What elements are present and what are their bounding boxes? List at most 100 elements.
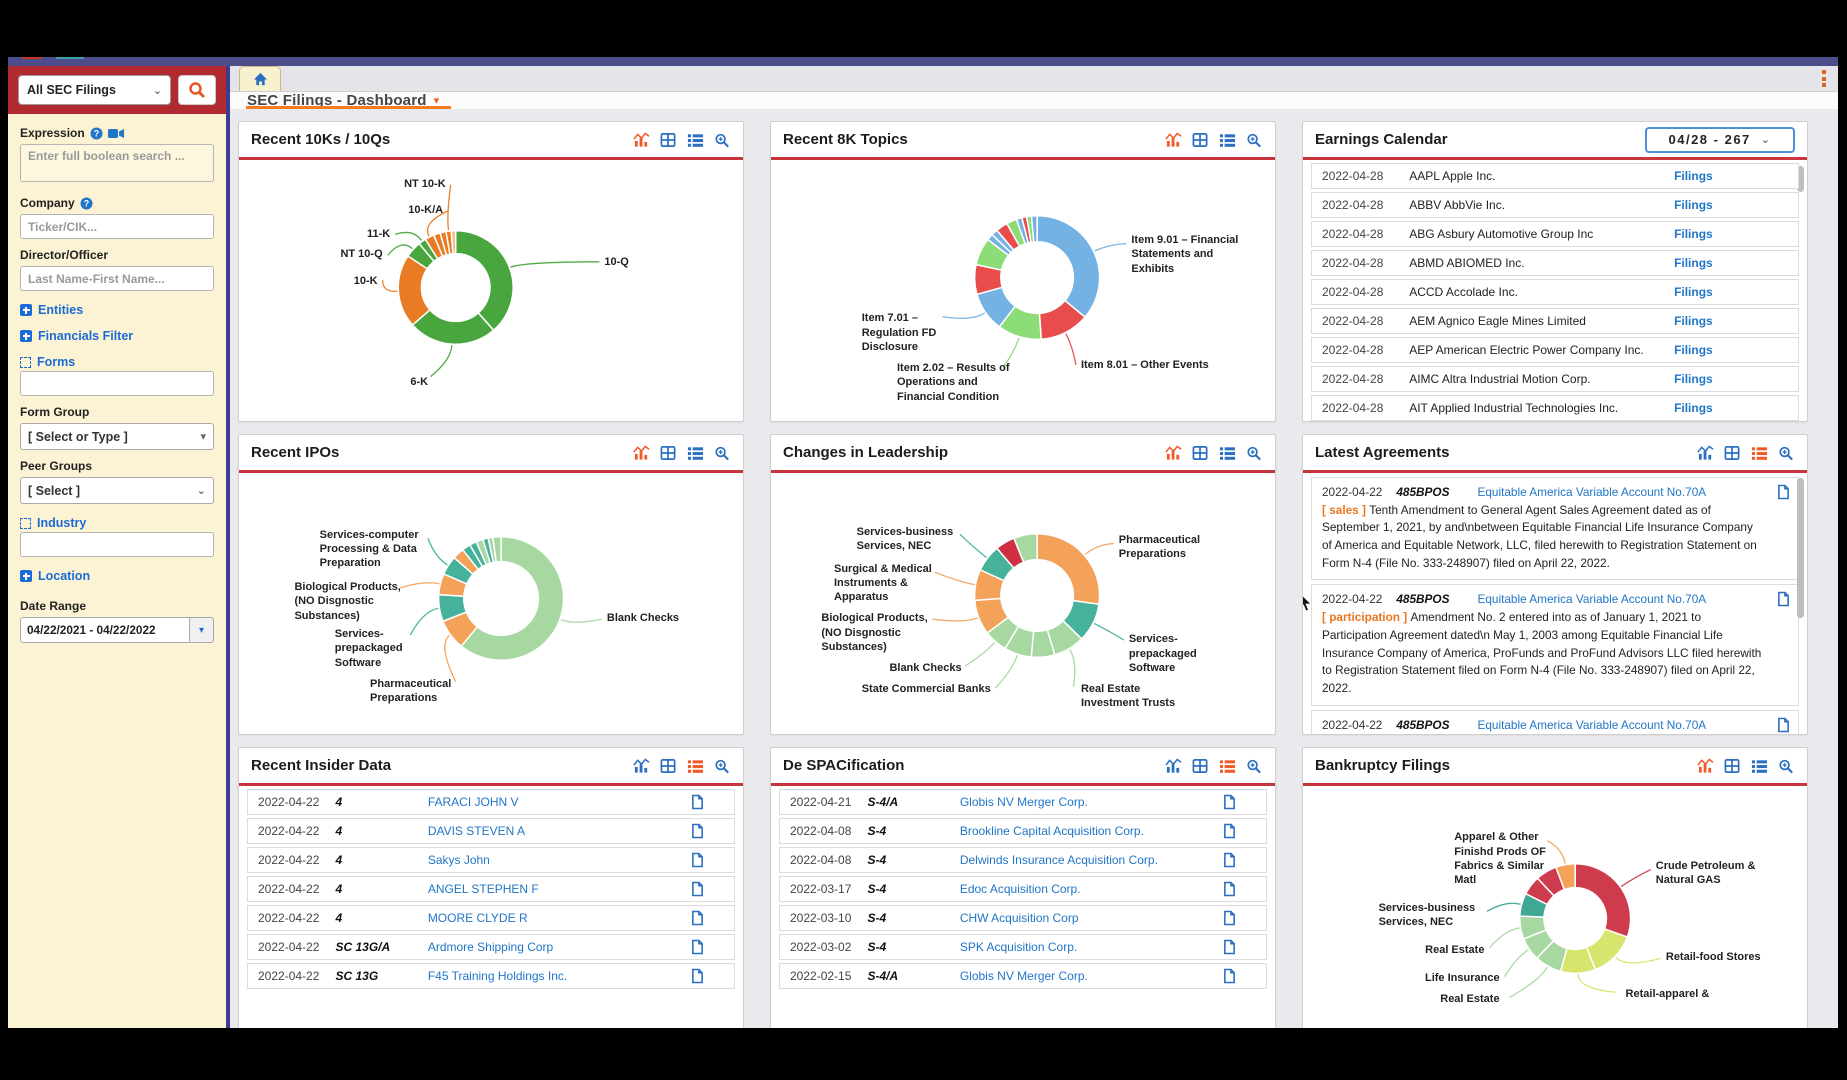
page-title[interactable]: SEC Filings - Dashboard [247, 92, 427, 109]
filings-link[interactable]: Filings [1674, 256, 1713, 270]
table-grid-icon[interactable] [1192, 445, 1209, 461]
filings-link[interactable]: Filings [1674, 169, 1713, 183]
donut-segment[interactable] [1036, 215, 1101, 319]
donut-segment[interactable] [1012, 533, 1038, 564]
company-link[interactable]: Equitable America Variable Account No.70… [1477, 485, 1707, 499]
donut-segment[interactable] [454, 229, 514, 332]
document-icon[interactable] [1223, 794, 1236, 813]
bar-chart-icon[interactable] [633, 131, 650, 148]
donut-chart-recent-ipos[interactable]: Blank Checks Pharmaceutical Preparations S… [239, 473, 743, 734]
donut-chart-recent-10ks[interactable]: 10-Q 6-K 10-K NT 10-Q 11-K 10-K/A NT 10-K [239, 160, 743, 421]
document-icon[interactable] [1223, 910, 1236, 929]
document-icon[interactable] [1777, 591, 1790, 613]
filings-link[interactable]: Filings [1674, 314, 1713, 328]
list-view-icon[interactable] [687, 758, 704, 774]
document-icon[interactable] [691, 823, 704, 842]
company-link[interactable]: SPK Acquisition Corp. [959, 940, 1078, 954]
bar-chart-icon[interactable] [1165, 757, 1182, 774]
sidebar-item-forms[interactable]: Forms [20, 355, 214, 369]
kebab-menu-icon[interactable] [1822, 70, 1826, 87]
donut-chart-8k-topics[interactable]: Item 9.01 – Financial Statements and Exh… [771, 160, 1275, 421]
list-view-icon[interactable] [1219, 132, 1236, 148]
bar-chart-icon[interactable] [1697, 444, 1714, 461]
insider-name-link[interactable]: DAVIS STEVEN A [427, 824, 525, 838]
company-link[interactable]: CHW Acquisition Corp [959, 911, 1079, 925]
sidebar-item-entities[interactable]: Entities [20, 303, 214, 317]
filings-link[interactable]: Filings [1674, 401, 1713, 415]
table-grid-icon[interactable] [1724, 758, 1741, 774]
date-range-dropdown-button[interactable]: ▾ [190, 617, 214, 643]
list-view-icon[interactable] [1751, 445, 1768, 461]
document-icon[interactable] [1777, 717, 1790, 734]
insider-name-link[interactable]: ANGEL STEPHEN F [427, 882, 539, 896]
filings-link[interactable]: Filings [1674, 227, 1713, 241]
document-icon[interactable] [1223, 968, 1236, 987]
peer-groups-select[interactable]: [ Select ] ⌄ [20, 477, 214, 504]
bar-chart-icon[interactable] [1165, 131, 1182, 148]
expression-input[interactable] [20, 144, 214, 182]
company-link[interactable]: Edoc Acquisition Corp. [959, 882, 1081, 896]
company-link[interactable]: Globis NV Merger Corp. [959, 969, 1088, 983]
donut-chart-bankruptcy[interactable]: Apparel & Other Finishd Prods OF Fabrics… [1303, 786, 1807, 1028]
zoom-icon[interactable] [1246, 445, 1263, 461]
sidebar-item-location[interactable]: Location [20, 569, 214, 583]
tab-home[interactable] [239, 66, 281, 91]
table-grid-icon[interactable] [660, 758, 677, 774]
list-view-icon[interactable] [687, 132, 704, 148]
filings-link[interactable]: Filings [1674, 372, 1713, 386]
bar-chart-icon[interactable] [633, 444, 650, 461]
list-view-icon[interactable] [1219, 758, 1236, 774]
company-link[interactable]: Equitable America Variable Account No.70… [1477, 592, 1707, 607]
help-icon[interactable]: ? [80, 197, 93, 210]
document-icon[interactable] [691, 794, 704, 813]
industry-input[interactable] [20, 532, 214, 557]
bar-chart-icon[interactable] [1697, 757, 1714, 774]
donut-segment[interactable] [450, 229, 457, 255]
filing-type-select[interactable]: All SEC Filings ⌄ [18, 75, 171, 105]
table-grid-icon[interactable] [1192, 758, 1209, 774]
company-link[interactable]: Equitable America Variable Account No.70… [1477, 717, 1707, 732]
help-icon[interactable]: ? [90, 127, 103, 140]
zoom-icon[interactable] [1778, 445, 1795, 461]
document-icon[interactable] [691, 910, 704, 929]
scrollbar-thumb[interactable] [1797, 478, 1804, 618]
sidebar-item-industry[interactable]: Industry [20, 516, 214, 530]
table-grid-icon[interactable] [660, 445, 677, 461]
document-icon[interactable] [1223, 823, 1236, 842]
zoom-icon[interactable] [714, 132, 731, 148]
insider-name-link[interactable]: MOORE CLYDE R [427, 911, 528, 925]
table-grid-icon[interactable] [1192, 132, 1209, 148]
insider-name-link[interactable]: Sakys John [427, 853, 490, 867]
document-icon[interactable] [1223, 939, 1236, 958]
table-grid-icon[interactable] [1724, 445, 1741, 461]
video-icon[interactable] [107, 128, 124, 139]
sidebar-item-financials-filter[interactable]: Financials Filter [20, 329, 214, 343]
document-icon[interactable] [1223, 881, 1236, 900]
insider-name-link[interactable]: FARACI JOHN V [427, 795, 519, 809]
bar-chart-icon[interactable] [1165, 444, 1182, 461]
document-icon[interactable] [691, 968, 704, 987]
zoom-icon[interactable] [1246, 758, 1263, 774]
donut-segment[interactable] [492, 536, 502, 563]
title-dropdown-icon[interactable]: ▾ [433, 95, 440, 107]
zoom-icon[interactable] [1246, 132, 1263, 148]
document-icon[interactable] [691, 939, 704, 958]
zoom-icon[interactable] [1778, 758, 1795, 774]
company-input[interactable] [20, 214, 214, 239]
earnings-date-select[interactable]: 04/28 - 267 ⌄ [1645, 126, 1795, 153]
document-icon[interactable] [1777, 484, 1790, 506]
document-icon[interactable] [1223, 852, 1236, 871]
filings-link[interactable]: Filings [1674, 198, 1713, 212]
bar-chart-icon[interactable] [633, 757, 650, 774]
document-icon[interactable] [691, 852, 704, 871]
donut-segment[interactable] [1030, 215, 1038, 243]
company-link[interactable]: Globis NV Merger Corp. [959, 795, 1088, 809]
insider-name-link[interactable]: F45 Training Holdings Inc. [427, 969, 568, 983]
list-view-icon[interactable] [687, 445, 704, 461]
filings-link[interactable]: Filings [1674, 343, 1713, 357]
filings-link[interactable]: Filings [1674, 285, 1713, 299]
search-button[interactable] [178, 75, 216, 105]
donut-segment[interactable] [1574, 862, 1632, 939]
company-link[interactable]: Delwinds Insurance Acquisition Corp. [959, 853, 1158, 867]
table-grid-icon[interactable] [660, 132, 677, 148]
